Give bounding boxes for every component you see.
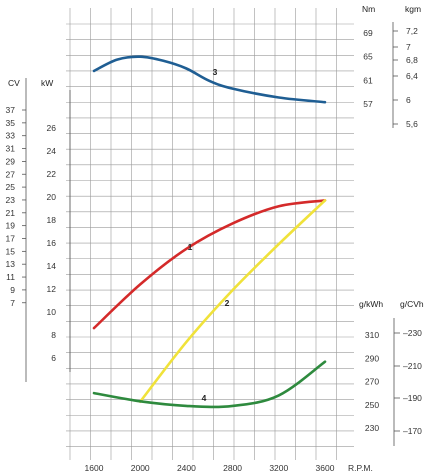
x-tick-label: 2800: [223, 463, 242, 473]
kgm-tick-label: 5,6: [406, 119, 418, 129]
x-axis-unit: R.P.M.: [348, 463, 373, 473]
chart-grid: [66, 8, 354, 460]
kw-tick-label: 24: [47, 146, 57, 156]
chart-series: [92, 55, 327, 409]
kw-tick-label: 26: [47, 123, 57, 133]
kw-tick-label: 8: [51, 330, 56, 340]
kw-tick-label: 14: [47, 261, 57, 271]
kgm-axis-unit: kgm: [405, 4, 421, 14]
kgm-tick-label: 6,8: [406, 55, 418, 65]
gkwh-tick-label: 250: [365, 400, 379, 410]
x-tick-label: 2400: [177, 463, 196, 473]
gcvh-tick-label: –170: [403, 426, 422, 436]
gcvh-tick-label: –210: [403, 361, 422, 371]
cv-tick-label: 15: [6, 246, 16, 256]
cv-tick-label: 9: [10, 285, 15, 295]
x-tick-label: 3600: [316, 463, 335, 473]
gkwh-tick-label: 310: [365, 330, 379, 340]
kgm-tick-label: 7,2: [406, 26, 418, 36]
kw-tick-label: 22: [47, 169, 57, 179]
nm-tick-label: 57: [363, 99, 373, 109]
x-tick-label: 3200: [269, 463, 288, 473]
gcvh-tick-label: –230: [403, 328, 422, 338]
cv-tick-label: 29: [6, 156, 16, 166]
chart-labels: 1 2 3 4: [188, 67, 230, 403]
cv-tick-label: 37: [6, 105, 16, 115]
kw-tick-label: 16: [47, 238, 57, 248]
kw-tick-label: 20: [47, 192, 57, 202]
gkwh-axis-unit: g/kWh: [359, 299, 383, 309]
series-3-line: [92, 55, 327, 104]
gcvh-axis-unit: g/CVh: [400, 299, 424, 309]
gkwh-tick-label: 290: [365, 353, 379, 363]
cv-tick-label: 21: [6, 208, 16, 218]
series-1-line: [92, 199, 327, 330]
series-1-label: 1: [188, 242, 193, 252]
series-2-label: 2: [225, 298, 230, 308]
gkwh-tick-label: 230: [365, 423, 379, 433]
cv-tick-label: 13: [6, 259, 16, 269]
cv-tick-label: 31: [6, 144, 16, 154]
kw-tick-label: 6: [51, 353, 56, 363]
kw-tick-label: 18: [47, 215, 57, 225]
x-tick-label: 1600: [85, 463, 104, 473]
cv-tick-label: 25: [6, 182, 16, 192]
series-4-label: 4: [202, 393, 207, 403]
nm-tick-label: 61: [363, 75, 373, 85]
kw-tick-label: 12: [47, 284, 57, 294]
kw-axis-unit: kW: [41, 78, 53, 88]
kgm-tick-label: 6,4: [406, 71, 418, 81]
nm-tick-label: 65: [363, 52, 373, 62]
cv-tick-label: 17: [6, 234, 16, 244]
cv-tick-label: 7: [10, 298, 15, 308]
series-4-line: [92, 360, 327, 409]
cv-axis-unit: CV: [8, 78, 20, 88]
gcvh-tick-label: –190: [403, 393, 422, 403]
cv-tick-label: 35: [6, 118, 16, 128]
cv-tick-label: 11: [6, 272, 15, 282]
x-tick-label: 2000: [131, 463, 150, 473]
series-3-label: 3: [213, 67, 218, 77]
chart-axes: CV373533312927252321191715131197kW262422…: [6, 4, 424, 473]
cv-tick-label: 23: [6, 195, 16, 205]
kgm-tick-label: 6: [406, 95, 411, 105]
cv-tick-label: 19: [6, 221, 16, 231]
cv-tick-label: 33: [6, 131, 16, 141]
kw-tick-label: 10: [47, 307, 57, 317]
cv-tick-label: 27: [6, 169, 16, 179]
nm-tick-label: 69: [363, 28, 373, 38]
kgm-tick-label: 7: [406, 42, 411, 52]
series-2-line: [138, 199, 327, 403]
gkwh-tick-label: 270: [365, 377, 379, 387]
nm-axis-unit: Nm: [362, 4, 375, 14]
